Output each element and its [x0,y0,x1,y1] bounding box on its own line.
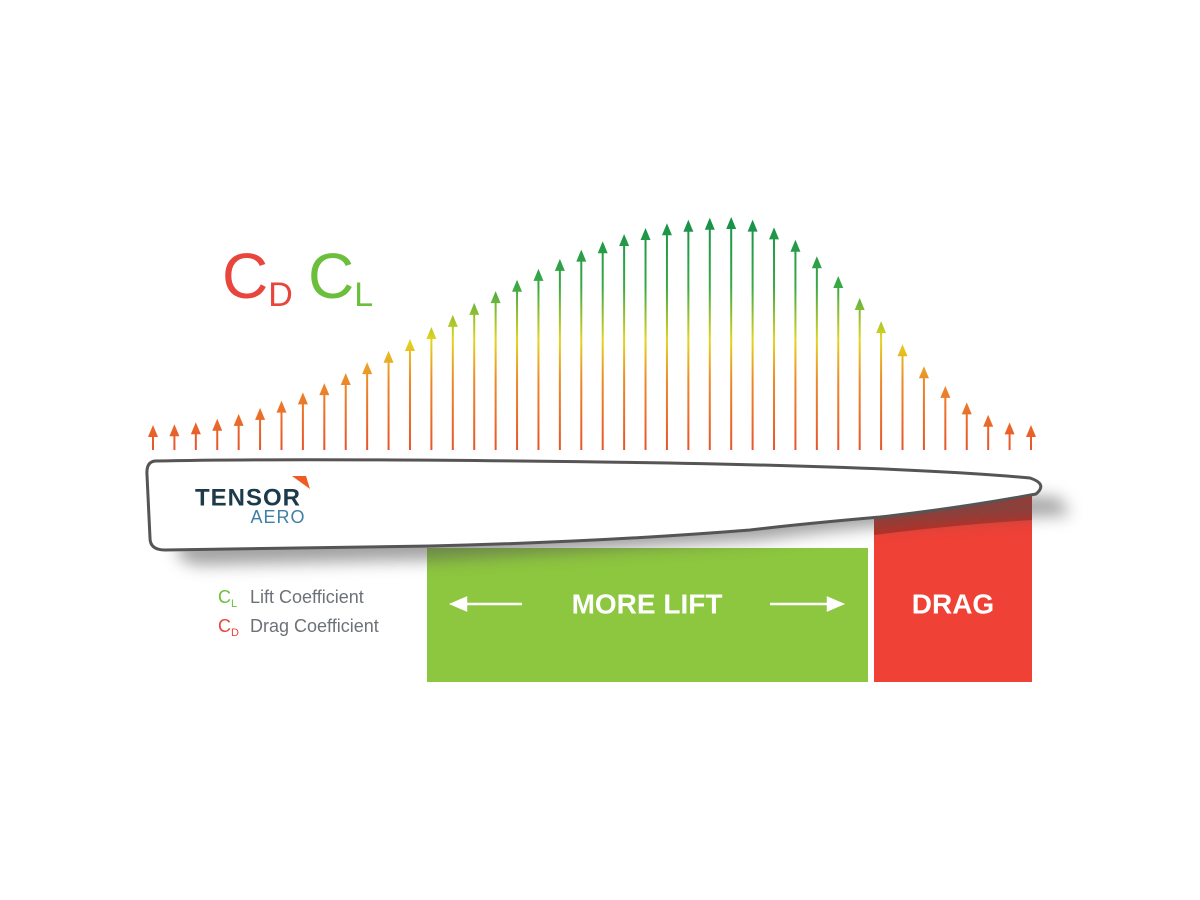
arrow-head [1004,422,1015,435]
arrow-head [383,350,394,363]
arrow-head [854,297,865,310]
legend-cd-symbol: CD [218,616,239,639]
arrow-head [362,362,373,375]
arrow-head [319,383,330,396]
arrow-head [340,372,351,385]
arrow-head [619,234,630,247]
arrow-head [833,275,844,288]
arrow-head [212,418,223,431]
arrow-head [233,413,244,426]
arrow-head [683,219,694,232]
title-cd: CD [222,240,293,314]
arrow-head [276,400,287,413]
lift-arrows [148,217,1036,450]
arrow-head [704,217,715,230]
arrow-head [790,239,801,252]
arrow-head [469,302,480,315]
arrow-head [490,291,501,304]
arrow-head [1026,425,1036,437]
arrow-head [404,339,415,352]
title-cl: CL [308,240,373,314]
arrow-head [148,425,158,437]
arrow-head [255,407,266,420]
arrow-head [726,217,737,230]
arrow-head [961,402,972,415]
lift-arrows-horizontal [448,596,846,612]
arrow-head [597,241,608,254]
arrow-head [918,366,929,379]
arrow-head [876,321,887,334]
legend-cd-label: Drag Coefficient [250,616,379,636]
arrow-head [897,344,908,357]
arrow-head [769,227,780,240]
arrow-head [983,414,994,427]
arrow-head [554,258,565,271]
arrow-head [297,392,308,405]
arrow-head [811,256,822,269]
arrow-head [576,249,587,262]
lift-zone-label: MORE LIFT [572,588,723,619]
arrow-head [190,422,201,435]
arrow-head [747,219,758,232]
lift-zone [427,548,868,682]
arrow-head [640,228,651,241]
arrow-head [661,223,672,236]
arrow-head [447,314,458,327]
arrow-head [533,268,544,281]
legend-cl-label: Lift Coefficient [250,587,364,607]
logo-mark [292,476,310,489]
arrow-head [940,385,951,398]
logo-text: TENSOR [195,484,301,511]
arrow-head [169,424,180,437]
arrow-head [512,279,523,292]
drag-zone-label: DRAG [912,588,994,619]
airfoil [145,458,1043,552]
arrow-head [426,326,437,339]
logo-subtext: AERO [250,507,305,527]
legend-cl-symbol: CL [218,587,237,610]
